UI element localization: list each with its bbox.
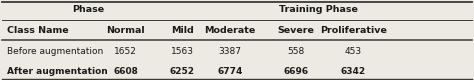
Text: 1563: 1563 [171, 47, 194, 56]
Text: Severe: Severe [278, 26, 315, 35]
Text: Normal: Normal [106, 26, 145, 35]
Text: Class Name: Class Name [7, 26, 69, 35]
Text: 1652: 1652 [114, 47, 137, 56]
Text: 6608: 6608 [113, 68, 138, 76]
Text: Phase: Phase [72, 5, 104, 14]
Text: Mild: Mild [171, 26, 194, 35]
Text: Training Phase: Training Phase [279, 5, 358, 14]
Text: After augmentation: After augmentation [7, 68, 108, 76]
Text: 558: 558 [288, 47, 305, 56]
Text: 3387: 3387 [219, 47, 241, 56]
Text: Proliferative: Proliferative [319, 26, 387, 35]
Text: Moderate: Moderate [204, 26, 255, 35]
Text: 6342: 6342 [340, 68, 366, 76]
Text: 6774: 6774 [217, 68, 243, 76]
Text: 6252: 6252 [170, 68, 195, 76]
Text: 453: 453 [345, 47, 362, 56]
Text: 6696: 6696 [283, 68, 309, 76]
Text: Before augmentation: Before augmentation [7, 47, 103, 56]
